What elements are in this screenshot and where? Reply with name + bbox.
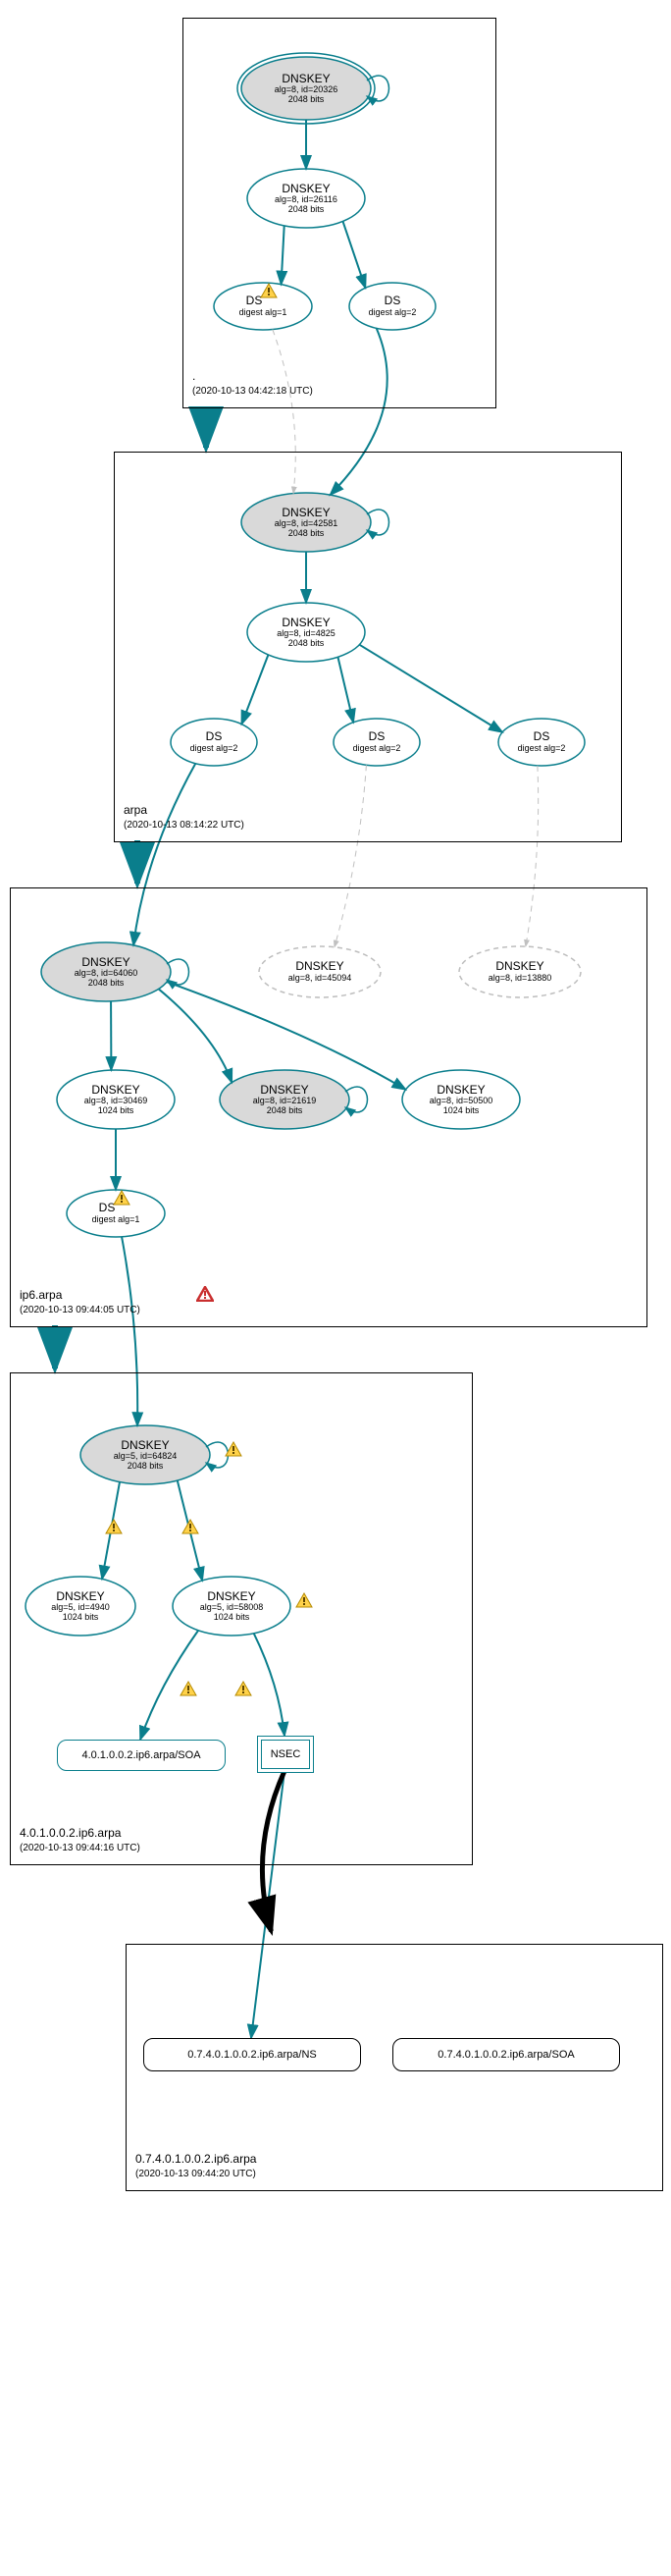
node-n_ip6_ksk21619: DNSKEYalg=8, id=216192048 bits [220,1070,349,1129]
node-title: DNSKEY [207,1590,255,1603]
node-sub: digest alg=2 [353,744,401,754]
node-n_arpa_ds1: DSdigest alg=2 [171,719,257,766]
node-title: DS [385,295,401,307]
node-title: DNSKEY [260,1084,308,1097]
warning-icon [234,1681,252,1696]
zone-time: (2020-10-13 04:42:18 UTC) [192,385,313,398]
node-sub2: 2048 bits [288,205,325,215]
warning-icon [295,1592,313,1608]
node-sub2: 2048 bits [288,95,325,105]
node-title: DNSKEY [282,73,330,85]
warning-icon [260,283,278,298]
node-n_arpa_ds2: DSdigest alg=2 [334,719,420,766]
node-sub: digest alg=1 [92,1215,140,1225]
node-sub: alg=8, id=45094 [288,974,352,984]
rect-r_soa: 4.0.1.0.0.2.ip6.arpa/SOA [57,1740,226,1771]
node-title: DNSKEY [437,1084,485,1097]
rect-label: 0.7.4.0.1.0.0.2.ip6.arpa/SOA [438,2049,574,2061]
rect-label: 4.0.1.0.0.2.ip6.arpa/SOA [81,1749,200,1761]
node-sub2: 2048 bits [267,1106,303,1116]
node-sub: alg=8, id=13880 [489,974,552,984]
warning-icon [181,1519,199,1534]
warning-icon [105,1519,123,1534]
warning-icon [225,1441,242,1457]
node-n_root_ksk: DNSKEYalg=8, id=203262048 bits [241,57,371,120]
node-title: DNSKEY [81,956,129,969]
node-title: DS [369,730,386,743]
node-sub: digest alg=2 [518,744,566,754]
zone-time: (2020-10-13 09:44:05 UTC) [20,1304,140,1316]
node-n_root_ds2: DSdigest alg=2 [349,283,436,330]
node-sub2: 1024 bits [63,1613,99,1623]
zone-box-z_arpa [114,452,622,842]
node-n_ip6_k30469: DNSKEYalg=8, id=304691024 bits [57,1070,175,1129]
node-sub2: 2048 bits [288,639,325,649]
node-title: DNSKEY [121,1439,169,1452]
node-sub2: 2048 bits [128,1462,164,1472]
node-title: DNSKEY [282,507,330,519]
node-n_ip6_k45094: DNSKEYalg=8, id=45094 [259,946,381,997]
zone-time: (2020-10-13 09:44:16 UTC) [20,1842,140,1854]
node-n_arpa_ds3: DSdigest alg=2 [498,719,585,766]
node-sub2: 1024 bits [443,1106,480,1116]
node-sub: digest alg=2 [369,308,417,318]
node-n_401_ksk: DNSKEYalg=5, id=648242048 bits [80,1425,210,1484]
node-title: DS [206,730,223,743]
zone-name: arpa [124,803,244,819]
node-title: DNSKEY [91,1084,139,1097]
zone-name: 4.0.1.0.0.2.ip6.arpa [20,1826,140,1842]
node-n_ip6_k50500: DNSKEYalg=8, id=505001024 bits [402,1070,520,1129]
zone-label-z_root: .(2020-10-13 04:42:18 UTC) [192,369,313,398]
rect-r_ns07: 0.7.4.0.1.0.0.2.ip6.arpa/NS [143,2038,361,2071]
node-sub2: 2048 bits [288,529,325,539]
rect-label: 0.7.4.0.1.0.0.2.ip6.arpa/NS [187,2049,316,2061]
error-icon [196,1286,214,1307]
node-sub2: 1024 bits [98,1106,134,1116]
node-n_ip6_ksk64060: DNSKEYalg=8, id=640602048 bits [41,942,171,1001]
node-n_401_k4940: DNSKEYalg=5, id=49401024 bits [26,1577,135,1636]
zone-label-z_arpa: arpa(2020-10-13 08:14:22 UTC) [124,803,244,832]
node-n_arpa_ksk: DNSKEYalg=8, id=425812048 bits [241,493,371,552]
rect-label: NSEC [271,1748,301,1760]
node-title: DNSKEY [282,617,330,629]
zone-name: . [192,369,313,385]
node-sub2: 1024 bits [214,1613,250,1623]
rect-r_nsec: NSEC [257,1736,314,1773]
node-title: DS [534,730,550,743]
zone-label-z_401: 4.0.1.0.0.2.ip6.arpa(2020-10-13 09:44:16… [20,1826,140,1854]
warning-icon [113,1190,130,1206]
node-sub: digest alg=1 [239,308,287,318]
warning-icon [180,1681,197,1696]
diagram-canvas: .(2020-10-13 04:42:18 UTC)arpa(2020-10-1… [0,0,671,2576]
node-n_ip6_k13880: DNSKEYalg=8, id=13880 [459,946,581,997]
node-title: DNSKEY [295,960,343,973]
zone-label-z_ip6: ip6.arpa(2020-10-13 09:44:05 UTC) [20,1288,140,1316]
node-sub2: 2048 bits [88,979,125,989]
node-n_401_k58008: DNSKEYalg=5, id=580081024 bits [173,1577,290,1636]
zone-time: (2020-10-13 09:44:20 UTC) [135,2168,256,2180]
zone-name: 0.7.4.0.1.0.0.2.ip6.arpa [135,2152,256,2168]
node-n_arpa_zsk: DNSKEYalg=8, id=48252048 bits [247,603,365,662]
zone-label-z_0741: 0.7.4.0.1.0.0.2.ip6.arpa(2020-10-13 09:4… [135,2152,256,2180]
rect-r_soa07: 0.7.4.0.1.0.0.2.ip6.arpa/SOA [392,2038,620,2071]
node-n_root_zsk: DNSKEYalg=8, id=261162048 bits [247,169,365,228]
node-sub: digest alg=2 [190,744,238,754]
zone-name: ip6.arpa [20,1288,140,1304]
zone-time: (2020-10-13 08:14:22 UTC) [124,819,244,832]
node-title: DNSKEY [56,1590,104,1603]
node-title: DNSKEY [495,960,543,973]
node-title: DNSKEY [282,183,330,195]
